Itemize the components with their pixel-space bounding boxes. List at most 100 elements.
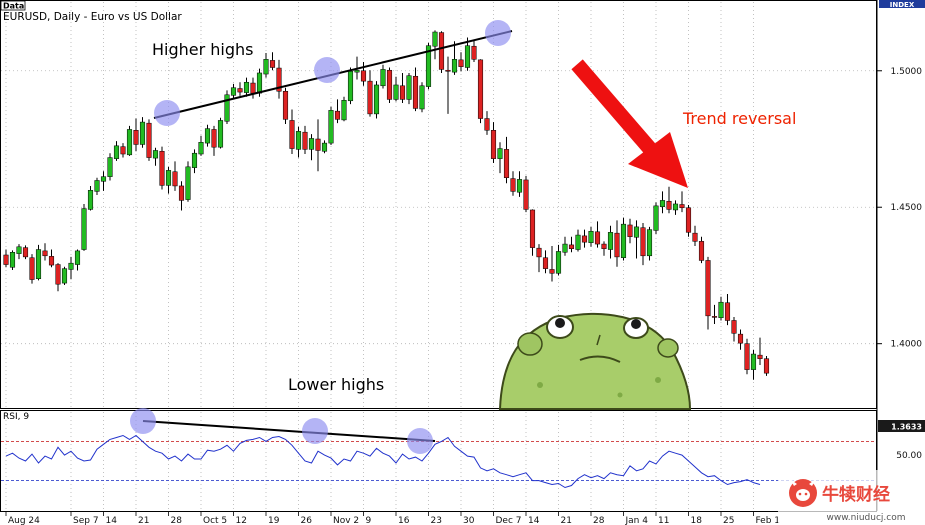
candle-body [438, 32, 445, 70]
data-label-box [0, 0, 26, 11]
candle [484, 111, 490, 135]
candle [165, 166, 172, 194]
candle [705, 256, 711, 330]
candle [718, 296, 724, 321]
candle [497, 142, 503, 174]
candle-body [451, 59, 458, 73]
candlestick-series [3, 30, 770, 380]
candle-body [165, 170, 172, 186]
candle-body [100, 176, 107, 182]
candle-body [321, 142, 328, 152]
candle-body [477, 59, 484, 119]
candle-body [113, 145, 120, 159]
candle-body [666, 200, 672, 210]
candle-body [263, 59, 269, 75]
candle-body [120, 146, 126, 155]
candle-body [698, 241, 705, 261]
candle [607, 225, 614, 259]
candle [367, 70, 373, 117]
candle-body [614, 232, 620, 258]
candle-body [744, 343, 750, 370]
candle [529, 209, 536, 256]
candle [757, 337, 763, 365]
candle-body [373, 84, 380, 115]
candle-body [191, 152, 198, 168]
candle-body [211, 129, 217, 148]
candle [185, 161, 191, 202]
candle [458, 52, 464, 72]
candle [243, 77, 250, 97]
x-tick-label: 9 [366, 516, 372, 525]
candle-body [724, 302, 731, 321]
candle [620, 217, 627, 261]
candle [601, 241, 607, 256]
trend-reversal-label: Trend reversal [682, 109, 796, 128]
candle [74, 249, 81, 271]
candle [42, 243, 48, 261]
candle [549, 245, 555, 282]
candle [393, 76, 399, 102]
candle [692, 225, 698, 246]
candle-body [529, 209, 536, 248]
candle [94, 177, 100, 195]
candle [341, 96, 347, 122]
candle-body [542, 257, 549, 269]
candle [451, 41, 458, 75]
candle-body [159, 151, 165, 186]
price-tick-label: 1.5000 [891, 67, 923, 77]
candle-body [133, 130, 139, 145]
candle-body [562, 243, 568, 253]
candle-body [16, 246, 22, 254]
candle [477, 59, 484, 124]
candle-body [146, 122, 152, 158]
candle-body [497, 148, 503, 159]
rsi-title: RSI, 9 [3, 412, 29, 422]
candle [191, 149, 198, 174]
candle-body [627, 224, 633, 237]
candle-body [575, 234, 581, 250]
candle [419, 82, 425, 113]
candle-body [425, 45, 432, 87]
candle-body [484, 118, 490, 131]
candle-body [29, 257, 35, 280]
candle [328, 106, 334, 146]
candle-body [61, 268, 68, 284]
candle-body [107, 157, 113, 177]
candle-body [601, 243, 607, 249]
candle [627, 218, 633, 244]
candle [120, 143, 126, 158]
candle [581, 229, 588, 248]
x-axis-ticks: Aug 24 Sep 7 14 21 28 Oct 5 12 19 26 Nov 2 9 16 23 30… [5, 511, 780, 525]
candle [536, 244, 542, 273]
higher-high-marker-2 [314, 57, 340, 83]
candle-body [516, 179, 523, 193]
candle-body [750, 353, 757, 370]
candle-body [308, 138, 315, 150]
lower-highs-label: Lower highs [288, 375, 384, 394]
rsi-line [5, 434, 761, 489]
candle [445, 56, 451, 114]
candle-body [555, 251, 562, 274]
candle [295, 126, 302, 158]
candle [523, 175, 529, 213]
candle [9, 250, 16, 270]
x-tick-label: 14 [106, 516, 118, 525]
candle-body [659, 200, 666, 207]
watermark-site: www.niuducj.com [827, 513, 906, 523]
x-tick-label: 28 [171, 516, 183, 525]
candle-body [152, 150, 159, 159]
candle [204, 124, 211, 147]
candle [178, 181, 185, 211]
candle-body [42, 250, 48, 257]
price-axis-ticks: 1.5000 1.4500 1.4000 [877, 67, 922, 350]
candle-body [523, 179, 529, 210]
candle [464, 37, 471, 71]
candle [633, 220, 640, 259]
candle [412, 67, 419, 112]
x-tick-label: 16 [398, 516, 410, 525]
candle-body [81, 208, 87, 250]
candle [55, 263, 61, 292]
candle-body [412, 75, 419, 109]
candle-body [289, 120, 295, 149]
candle-body [347, 71, 354, 102]
